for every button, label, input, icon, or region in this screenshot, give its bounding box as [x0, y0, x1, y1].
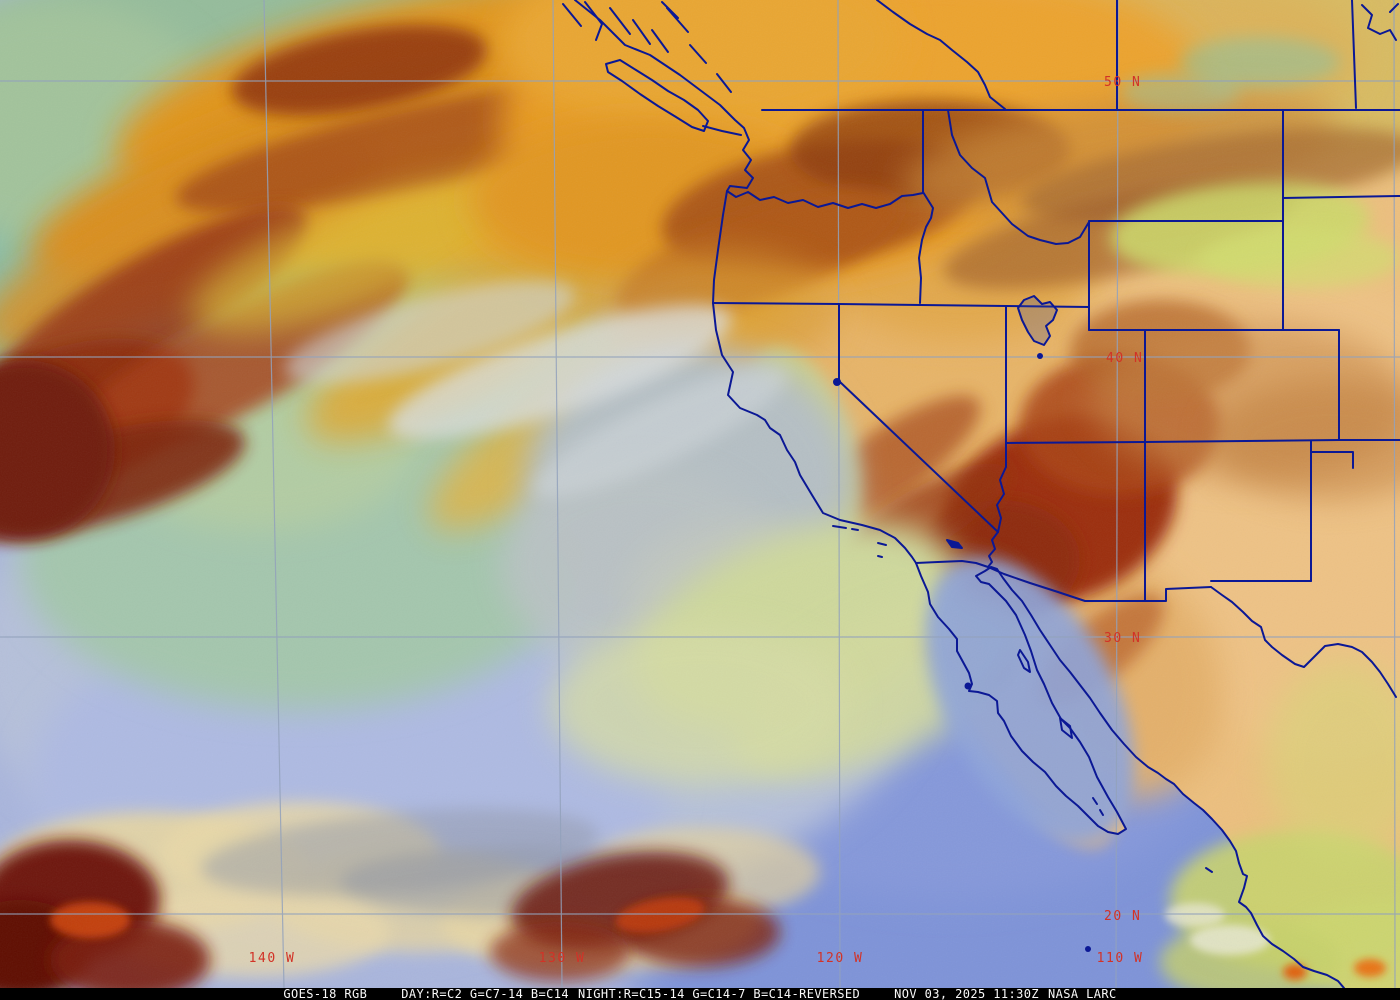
product-title: GOES-18 RGB [283, 987, 368, 1000]
border-us-mexico [915, 560, 1212, 602]
river-rio-grande [1210, 586, 1397, 698]
map-borders [562, 0, 1400, 988]
bc-fjord-inlets [562, 1, 742, 136]
gridline-lon-140w [263, 0, 285, 988]
coastline-baja-and-mexico [915, 562, 1345, 988]
islands-baja-south [1092, 797, 1104, 816]
border-montana-idaho-bitterroot [947, 109, 1090, 245]
islands-channel [832, 525, 887, 558]
island-socorro [1085, 946, 1091, 952]
border-north-south-dakota [1282, 195, 1400, 199]
island-tiburon [1059, 717, 1073, 739]
river-fraser-bc [876, 0, 1006, 110]
lon-label-130w: 130 W [539, 951, 586, 966]
timestamp: NOV 03, 2025 11:30Z [894, 987, 1039, 1000]
status-bar: GOES-18 RGB DAY:R=C2 G=C7-14 B=C14 NIGHT… [0, 988, 1400, 1000]
night-recipe: NIGHT:R=C15-14 G=C14-7 B=C14-REVERSED [578, 987, 861, 1000]
gridline-lon-120w [837, 0, 841, 988]
coastline-pacific [574, 0, 917, 564]
island-cedros [964, 682, 972, 690]
lon-label-120w: 120 W [817, 951, 864, 966]
island-angel-de-la-guarda [1017, 649, 1031, 673]
lat-label-30n: 30 N [1104, 631, 1141, 646]
day-recipe: DAY:R=C2 G=C7-14 B=C14 [401, 987, 569, 1000]
islands-marias [1205, 867, 1213, 873]
credit: NASA LARC [1048, 987, 1117, 1000]
border-washington-oregon-columbia-river [726, 190, 924, 209]
lake-tahoe [833, 378, 841, 386]
manitoba-lakes [1361, 3, 1399, 41]
gridline-lon-130w [552, 0, 563, 988]
gridline-lon-100w [1393, 0, 1396, 988]
lake-utah [1037, 353, 1043, 359]
grid-labels: 50 N 40 N 30 N 20 N 140 W 130 W 120 W 11… [249, 75, 1144, 966]
lat-label-20n: 20 N [1104, 909, 1141, 924]
border-oregon-idaho-snake-river [918, 191, 934, 304]
lake-great-salt-lake [1017, 295, 1058, 346]
gridline-lon-110w [1115, 0, 1119, 988]
border-nevada-arizona-colorado-river [996, 442, 1007, 533]
lat-label-40n: 40 N [1106, 351, 1143, 366]
lon-label-110w: 110 W [1097, 951, 1144, 966]
border-saskatchewan-manitoba [1351, 0, 1357, 109]
lat-label-50n: 50 N [1104, 75, 1141, 90]
border-texas-oklahoma-panhandle [1310, 451, 1354, 469]
border-colorado-river-california-arizona [987, 531, 999, 568]
border-37n-fourcorners [1005, 439, 1400, 444]
border-42n-oregon-california-nevada-utah [712, 302, 1090, 308]
lon-label-140w: 140 W [249, 951, 296, 966]
lake-salton-sea [946, 539, 963, 549]
